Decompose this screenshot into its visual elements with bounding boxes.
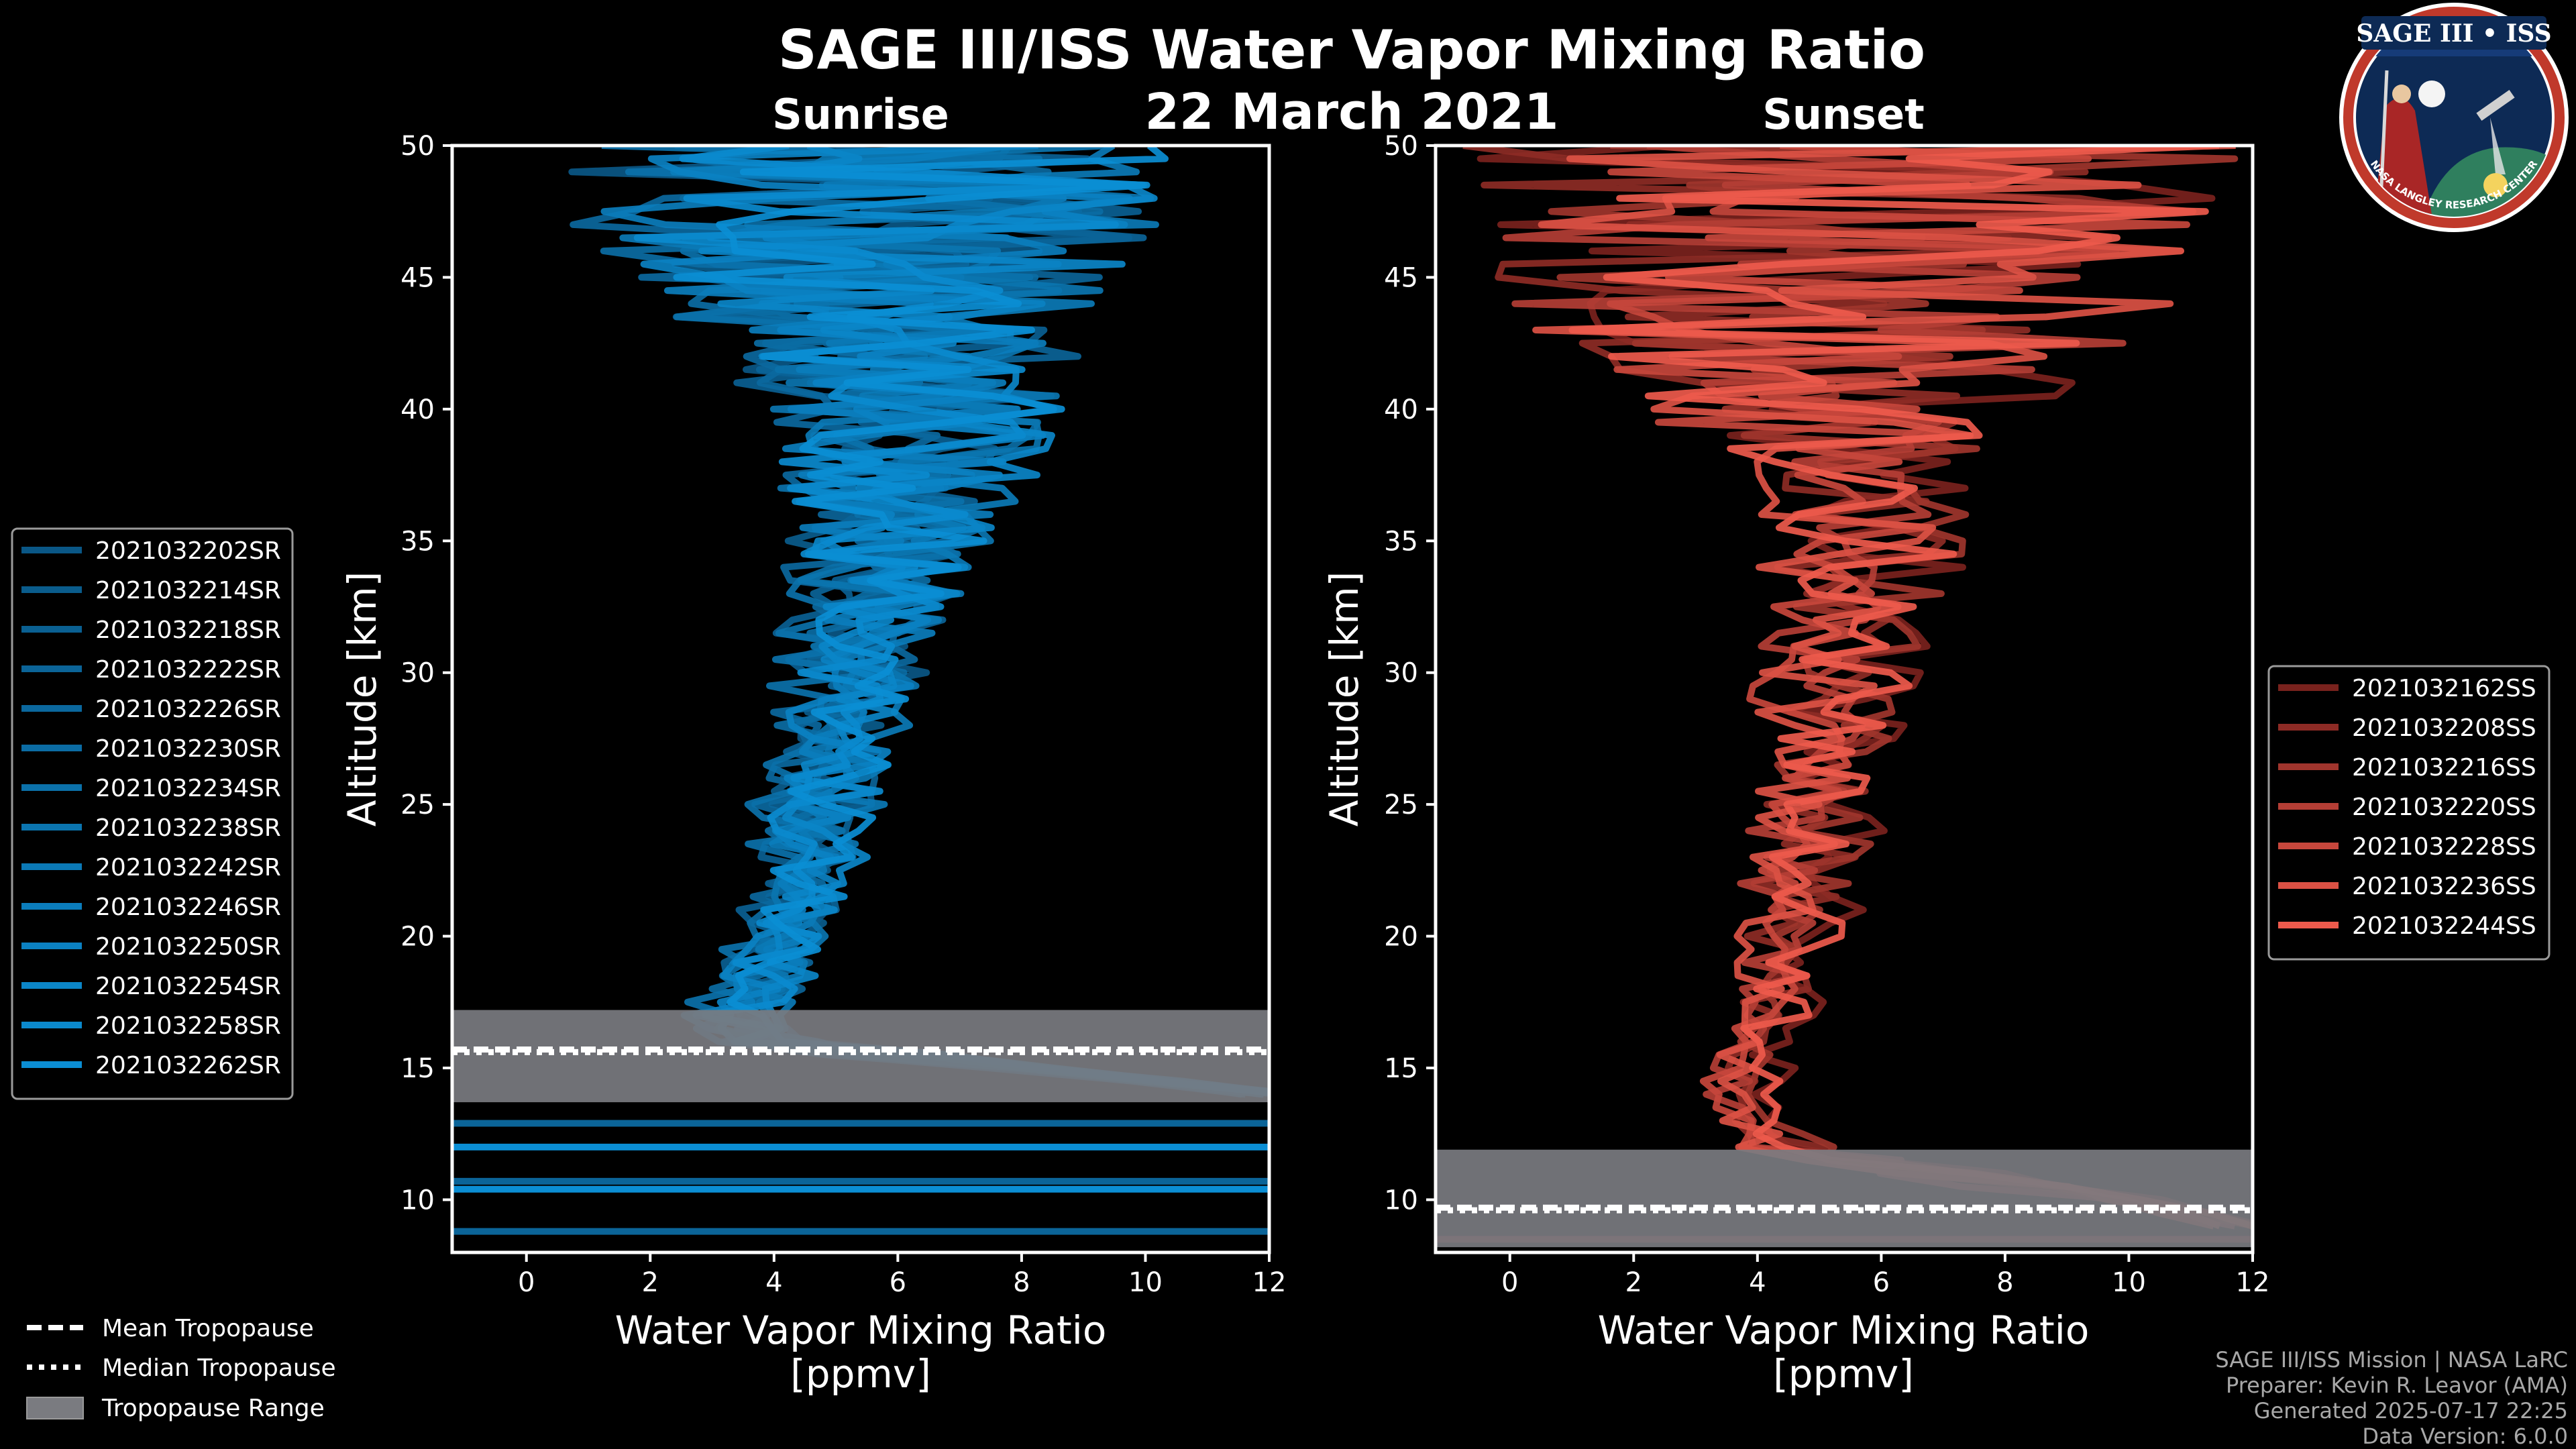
sunrise-panel: Altitude [km] Water Vapor Mixing Ratio [… <box>339 131 1287 1397</box>
tropopause-legend: Mean Tropopause Median Tropopause Tropop… <box>26 1315 336 1422</box>
y-tick-label: 45 <box>400 262 435 293</box>
legend-label: 2021032262SR <box>95 1052 281 1079</box>
legend-label: 2021032218SR <box>95 616 281 644</box>
logo-figure-head-icon <box>2392 85 2411 103</box>
sunset-xunit: [ppmv] <box>1773 1351 1914 1397</box>
sunset-legend: 2021032162SS 2021032208SS 2021032216SS 2021… <box>2267 665 2551 961</box>
chart-date: 22 March 2021 <box>1144 83 1558 141</box>
x-tick-label: 0 <box>518 1267 535 1298</box>
tropopause-range-band <box>1436 1149 2253 1248</box>
legend-label: 2021032230SR <box>95 735 281 763</box>
y-tick-label: 35 <box>1384 526 1418 557</box>
trace-2021032242SR <box>619 146 1269 1095</box>
y-tick-label: 40 <box>400 394 435 425</box>
trace-2021032244SS <box>1568 146 2253 1230</box>
logo-sun-icon <box>2483 173 2508 197</box>
footer-preparer: Preparer: Kevin R. Leavor (AMA) <box>2226 1373 2568 1398</box>
y-tick-label: 30 <box>400 658 435 689</box>
logo-moon-icon <box>2418 80 2445 107</box>
median-tropopause-label: Median Tropopause <box>102 1354 336 1382</box>
legend-label: 2021032246SR <box>95 894 281 921</box>
x-tick-label: 8 <box>1996 1267 2013 1298</box>
x-tick-label: 4 <box>765 1267 782 1298</box>
y-tick-label: 15 <box>1384 1053 1418 1084</box>
sunrise-xlabel: Water Vapor Mixing Ratio <box>615 1307 1107 1353</box>
sunrise-ylabel: Altitude [km] <box>339 572 385 826</box>
y-tick-label: 20 <box>400 922 435 953</box>
x-tick-label: 8 <box>1013 1267 1030 1298</box>
y-tick-label: 10 <box>400 1185 435 1216</box>
trace-2021032254SR <box>698 146 1269 1095</box>
y-tick-label: 50 <box>1384 131 1418 162</box>
legend-label: 2021032238SR <box>95 814 281 842</box>
legend-label: 2021032244SS <box>2352 912 2536 940</box>
legend-label: 2021032214SR <box>95 577 281 604</box>
logo-station-icon <box>2476 90 2515 121</box>
sunset-panel-title: Sunset <box>1762 90 1925 139</box>
mission-logo: SAGE III • ISS NASA LANGLEY RESEARCH CEN… <box>2339 3 2569 232</box>
legend-label: 2021032234SR <box>95 775 281 802</box>
legend-label: 2021032242SR <box>95 854 281 881</box>
sunset-ylabel: Altitude [km] <box>1322 572 1367 826</box>
sunrise-legend: 2021032202SR 2021032214SR 2021032218SR 2021… <box>11 527 294 1100</box>
sunrise-panel-title: Sunrise <box>772 90 949 139</box>
legend-label: 2021032162SS <box>2352 675 2536 702</box>
footer-credits: SAGE III/ISS Mission | NASA LaRC Prepare… <box>2215 1347 2568 1449</box>
x-tick-label: 4 <box>1749 1267 1766 1298</box>
y-tick-label: 10 <box>1384 1185 1418 1216</box>
logo-beam-icon <box>2490 117 2506 174</box>
legend-label: 2021032216SS <box>2352 754 2536 782</box>
y-tick-label: 15 <box>400 1053 435 1084</box>
x-tick-label: 0 <box>1501 1267 1518 1298</box>
sunset-xlabel: Water Vapor Mixing Ratio <box>1598 1307 2090 1353</box>
legend-frame <box>11 527 294 1100</box>
legend-label: 2021032254SR <box>95 973 281 1000</box>
sunrise-xunit: [ppmv] <box>790 1351 931 1397</box>
x-tick-label: 12 <box>1252 1267 1287 1298</box>
footer-generated: Generated 2025-07-17 22:25 <box>2254 1398 2568 1424</box>
trace-2021032258SR <box>633 146 1269 1096</box>
legend-label: 2021032228SS <box>2352 833 2536 861</box>
y-tick-label: 25 <box>1384 790 1418 820</box>
y-tick-label: 40 <box>1384 394 1418 425</box>
legend-label: 2021032220SS <box>2352 794 2536 821</box>
y-tick-label: 30 <box>1384 658 1418 689</box>
legend-label: 2021032208SS <box>2352 714 2536 742</box>
x-tick-label: 2 <box>642 1267 659 1298</box>
y-tick-label: 45 <box>1384 262 1418 293</box>
footer-version: Data Version: 6.0.0 <box>2362 1424 2568 1449</box>
y-tick-label: 25 <box>400 790 435 820</box>
logo-figure-icon <box>2375 98 2432 215</box>
legend-label: 2021032226SR <box>95 696 281 723</box>
legend-frame <box>2267 665 2551 961</box>
mean-tropopause-label: Mean Tropopause <box>102 1315 314 1342</box>
footer-mission: SAGE III/ISS Mission | NASA LaRC <box>2215 1347 2568 1373</box>
x-tick-label: 2 <box>1625 1267 1642 1298</box>
legend-label: 2021032222SR <box>95 656 281 684</box>
x-tick-label: 12 <box>2236 1267 2270 1298</box>
y-tick-label: 50 <box>400 131 435 162</box>
logo-text: SAGE III • ISS <box>2356 19 2551 48</box>
trace-2021032250SR <box>640 146 1269 1096</box>
tropopause-range-swatch <box>26 1397 84 1419</box>
tropopause-range-band <box>452 1010 1269 1103</box>
sunset-panel: Altitude [km] Water Vapor Mixing Ratio [… <box>1322 131 2269 1397</box>
legend-label: 2021032236SS <box>2352 873 2536 900</box>
tropopause-range-label: Tropopause Range <box>101 1395 325 1422</box>
y-tick-label: 35 <box>400 526 435 557</box>
x-tick-label: 6 <box>890 1267 906 1298</box>
legend-label: 2021032258SR <box>95 1012 281 1040</box>
y-tick-label: 20 <box>1384 922 1418 953</box>
legend-label: 2021032250SR <box>95 933 281 961</box>
chart-title: SAGE III/ISS Water Vapor Mixing Ratio <box>778 19 1925 81</box>
x-tick-label: 10 <box>1128 1267 1163 1298</box>
x-tick-label: 10 <box>2112 1267 2146 1298</box>
x-tick-label: 6 <box>1873 1267 1890 1298</box>
trace-2021032262SR <box>673 146 1269 1096</box>
legend-label: 2021032202SR <box>95 537 281 565</box>
